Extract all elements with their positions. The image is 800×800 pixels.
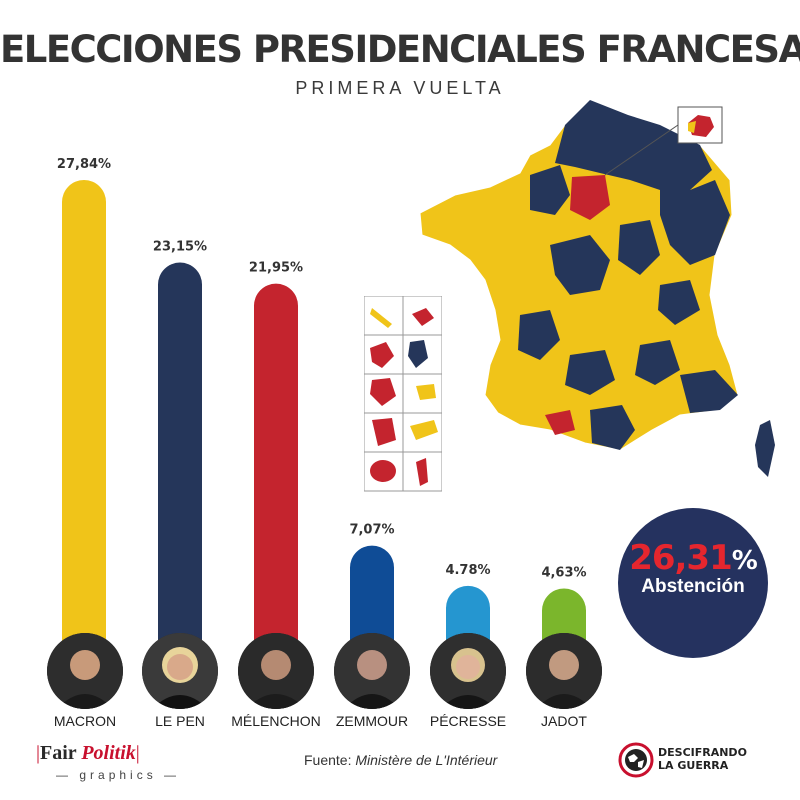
abstention-value-row: 26,31% bbox=[618, 538, 768, 578]
logo-sub-text: graphics bbox=[79, 768, 157, 782]
bar-value-label-0: 27,84% bbox=[57, 157, 111, 172]
brand-line2: LA GUERRA bbox=[658, 759, 729, 772]
photo-zemmour bbox=[334, 633, 410, 709]
label-melenchon: MÉLENCHON bbox=[231, 713, 321, 729]
label-macron: MACRON bbox=[53, 713, 117, 729]
bar-2 bbox=[254, 283, 298, 670]
abstention-unit: % bbox=[731, 546, 758, 576]
label-pecresse: PÉCRESSE bbox=[429, 713, 507, 729]
fair-politik-logo: |Fair Politik| bbox=[36, 742, 140, 764]
abstention-badge: 26,31% Abstención bbox=[618, 508, 768, 658]
overseas-grid bbox=[364, 296, 442, 492]
logo-accent: Politik bbox=[81, 742, 136, 764]
photo-melenchon bbox=[238, 633, 314, 709]
abstention-label: Abstención bbox=[641, 576, 745, 597]
brand-line1: DESCIFRANDO bbox=[658, 746, 747, 759]
source-note: Fuente: Ministère de L'Intérieur bbox=[304, 752, 497, 768]
photo-jadot bbox=[526, 633, 602, 709]
photo-pecresse bbox=[430, 633, 506, 709]
bar-0 bbox=[62, 180, 106, 670]
descifrando-logo: DESCIFRANDO LA GUERRA bbox=[658, 746, 747, 772]
logo-sub: — graphics — bbox=[56, 768, 181, 782]
photo-macron bbox=[47, 633, 123, 709]
bar-value-label-1: 23,15% bbox=[153, 240, 207, 255]
abstention-value: 26,31 bbox=[629, 538, 733, 578]
globe-icon bbox=[618, 742, 654, 778]
source-prefix: Fuente: bbox=[304, 752, 352, 768]
page-subtitle: PRIMERA VUELTA bbox=[295, 78, 505, 98]
france-map bbox=[360, 95, 780, 499]
label-jadot: JADOT bbox=[541, 713, 587, 729]
source-name: Ministère de L'Intérieur bbox=[355, 752, 498, 768]
label-le-pen: LE PEN bbox=[155, 713, 205, 729]
logo-main: Fair bbox=[40, 742, 77, 764]
bar-value-label-3: 7,07% bbox=[349, 523, 394, 538]
bar-value-label-5: 4,63% bbox=[541, 566, 586, 581]
label-zemmour: ZEMMOUR bbox=[335, 713, 409, 729]
page-title: ELECCIONES PRESIDENCIALES FRANCESAS bbox=[0, 28, 800, 71]
bar-value-label-4: 4.78% bbox=[445, 563, 490, 578]
photo-le-pen bbox=[142, 633, 218, 709]
bar-1 bbox=[158, 262, 202, 670]
bar-value-label-2: 21,95% bbox=[249, 261, 303, 276]
